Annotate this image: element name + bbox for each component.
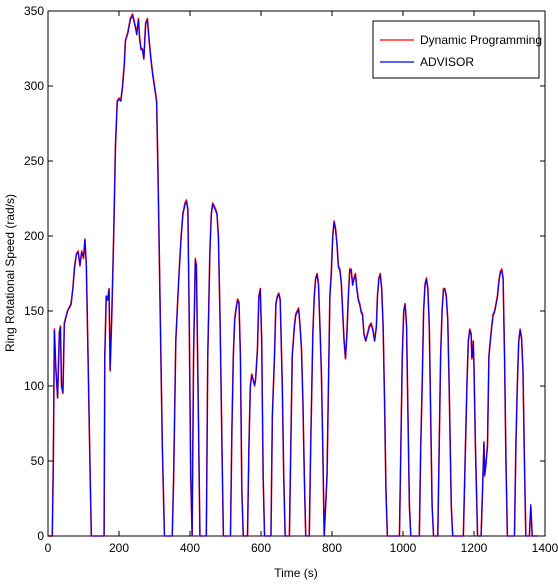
legend-box bbox=[372, 20, 540, 79]
x-tick-label: 0 bbox=[45, 541, 52, 555]
y-tick-label: 50 bbox=[31, 454, 45, 468]
plot-area bbox=[47, 10, 546, 537]
x-tick-label: 800 bbox=[322, 541, 342, 555]
x-tick-label: 1200 bbox=[461, 541, 488, 555]
x-tick-label: 600 bbox=[251, 541, 271, 555]
legend-label-dynamic-programming: Dynamic Programming bbox=[420, 33, 542, 47]
x-tick-label: 1400 bbox=[532, 541, 558, 555]
y-tick-label: 200 bbox=[24, 229, 44, 243]
series-layer bbox=[48, 13, 538, 537]
y-tick-label: 0 bbox=[37, 529, 44, 543]
legend-label-advisor: ADVISOR bbox=[420, 55, 474, 69]
x-axis-label: Time (s) bbox=[274, 566, 318, 580]
x-tick-label: 1000 bbox=[390, 541, 417, 555]
y-tick-label: 250 bbox=[24, 154, 44, 168]
x-tick-label: 400 bbox=[180, 541, 200, 555]
y-axis: 0 50 100 150 200 250 300 350 bbox=[24, 4, 545, 543]
x-tick-label: 200 bbox=[109, 541, 129, 555]
y-tick-label: 100 bbox=[24, 379, 44, 393]
legend: Dynamic Programming ADVISOR bbox=[372, 20, 542, 79]
y-tick-label: 150 bbox=[24, 304, 44, 318]
plot-frame bbox=[47, 10, 546, 537]
y-axis-label: Ring Rotational Speed (rad/s) bbox=[3, 194, 17, 352]
x-axis: 0 200 400 600 800 1000 1200 1400 bbox=[45, 11, 558, 555]
y-tick-label: 300 bbox=[24, 79, 44, 93]
y-tick-label: 350 bbox=[24, 4, 44, 18]
series-line-advisor bbox=[48, 14, 538, 537]
